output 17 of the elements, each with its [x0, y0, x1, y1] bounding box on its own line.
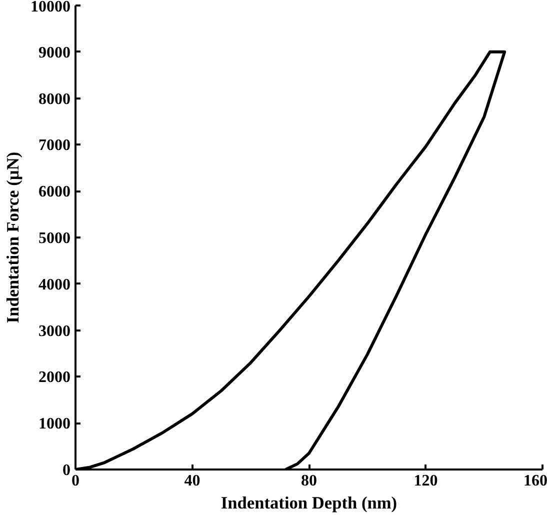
x-tick-label: 120: [414, 472, 438, 490]
y-tick-label: 3000: [38, 322, 70, 340]
y-tick-label: 1000: [38, 416, 70, 433]
y-tick-label: 10000: [30, 0, 70, 16]
x-tick-label: 160: [524, 472, 547, 490]
x-axis-title: Indentation Depth (nm): [220, 494, 398, 512]
y-tick-label: 2000: [38, 369, 70, 386]
y-axis-title: Indentation Force (µN): [4, 152, 22, 324]
y-tick-label: 5000: [38, 230, 70, 247]
y-tick-label: 9000: [38, 44, 70, 62]
y-tick-label: 0: [62, 462, 70, 479]
y-tick-label: 4000: [38, 276, 70, 294]
y-tick-label: 7000: [38, 137, 70, 154]
x-tick-label: 80: [301, 472, 317, 490]
x-tick-label: 40: [184, 472, 200, 490]
y-tick-label: 6000: [38, 184, 70, 201]
y-tick-label: 8000: [38, 90, 70, 108]
